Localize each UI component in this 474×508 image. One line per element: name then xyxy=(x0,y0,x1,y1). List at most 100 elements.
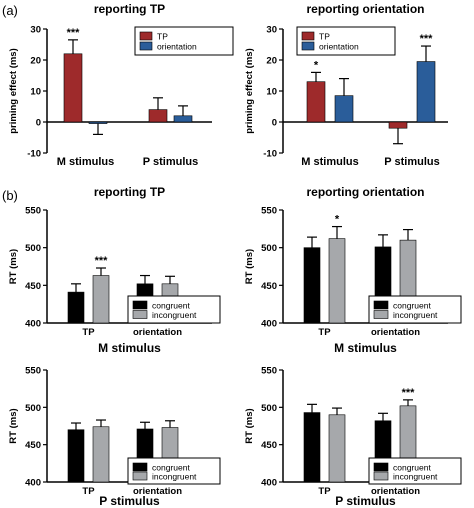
y-axis-label: priming effect (ms) xyxy=(8,48,19,134)
chart-title: reporting TP xyxy=(94,185,165,199)
y-tick-label: 20 xyxy=(266,56,277,67)
y-tick-label: 10 xyxy=(30,87,41,98)
x-tick-label: M stimulus xyxy=(57,156,114,168)
legend-label: incongruent xyxy=(393,310,438,320)
legend-label: congruent xyxy=(152,301,190,311)
y-tick-label: -10 xyxy=(263,149,277,160)
y-tick-label: 0 xyxy=(36,118,41,129)
legend-swatch xyxy=(132,300,148,310)
y-tick-label: -10 xyxy=(27,149,41,160)
y-axis-label: RT (ms) xyxy=(8,249,19,284)
significance-annotation: * xyxy=(335,214,340,226)
legend-label: incongruent xyxy=(152,472,197,482)
bar xyxy=(92,275,110,324)
y-tick-label: 10 xyxy=(266,87,277,98)
y-tick-label: 400 xyxy=(261,478,277,489)
legend-swatch xyxy=(132,310,148,319)
y-axis-label: priming effect (ms) xyxy=(244,48,255,134)
bar xyxy=(303,412,321,483)
bar xyxy=(306,81,326,123)
x-tick-label: orientation xyxy=(371,486,420,497)
x-tick-label: TP xyxy=(82,486,95,497)
x-tick-label: P stimulus xyxy=(143,156,198,168)
x-tick-label: orientation xyxy=(133,327,182,338)
y-tick-label: 400 xyxy=(25,319,41,330)
legend-label: congruent xyxy=(393,301,431,311)
charts-layer: reporting TP -10 0 10 20 30 priming effect (ms… xyxy=(8,2,462,508)
x-tick-label: orientation xyxy=(133,486,182,497)
legend-swatch xyxy=(373,471,389,481)
legend-label: orientation xyxy=(157,42,197,52)
legend-label: incongruent xyxy=(152,310,197,320)
legend-label: TP xyxy=(157,32,168,42)
x-tick-label: TP xyxy=(318,327,331,338)
legend-swatch xyxy=(373,300,389,310)
panel-label-b: (b) xyxy=(2,188,18,203)
y-tick-label: 20 xyxy=(30,56,41,67)
y-tick-label: 550 xyxy=(261,366,277,377)
y-tick-label: 400 xyxy=(25,478,41,489)
legend-swatch xyxy=(301,41,315,51)
bar xyxy=(173,115,193,123)
bar xyxy=(334,95,354,123)
bar xyxy=(328,414,346,483)
x-tick-label: P stimulus xyxy=(384,156,439,168)
chart-a-left: reporting TP -10 0 10 20 30 priming effect (ms… xyxy=(8,2,234,168)
bar xyxy=(303,247,321,324)
chart-title: reporting TP xyxy=(94,2,165,16)
legend-label: congruent xyxy=(393,463,431,473)
chart-a-right: reporting orientation -10 0 10 20 30 priming e… xyxy=(244,2,448,168)
legend-box xyxy=(296,26,396,56)
significance-annotation: *** xyxy=(67,27,81,39)
y-tick-label: 450 xyxy=(25,440,41,451)
x-axis-label: M stimulus xyxy=(334,341,397,355)
x-tick-label: M stimulus xyxy=(301,156,358,168)
y-axis-label: RT (ms) xyxy=(244,249,255,284)
y-tick-label: 30 xyxy=(266,25,277,36)
y-tick-label: 0 xyxy=(272,118,277,129)
bar xyxy=(67,291,85,324)
y-axis-label: RT (ms) xyxy=(8,408,19,443)
chart-title: reporting orientation xyxy=(307,185,425,199)
legend-label: TP xyxy=(319,32,330,42)
y-tick-label: 550 xyxy=(25,206,41,217)
legend-swatch xyxy=(139,31,153,41)
y-axis-label: RT (ms) xyxy=(244,408,255,443)
bar xyxy=(67,429,85,483)
x-tick-label: orientation xyxy=(371,327,420,338)
y-tick-label: 550 xyxy=(261,206,277,217)
panel-label-a: (a) xyxy=(2,3,18,18)
bar xyxy=(92,426,110,483)
bar xyxy=(88,121,108,124)
y-tick-label: 500 xyxy=(25,403,41,414)
legend-label: incongruent xyxy=(393,472,438,482)
y-tick-label: 30 xyxy=(30,25,41,36)
x-axis-label: M stimulus xyxy=(98,341,161,355)
significance-annotation: *** xyxy=(95,255,109,267)
bar xyxy=(388,121,408,129)
x-axis-label: P stimulus xyxy=(99,494,160,508)
y-tick-label: 450 xyxy=(261,440,277,451)
significance-annotation: *** xyxy=(420,33,434,45)
y-tick-label: 500 xyxy=(261,243,277,254)
legend-label: congruent xyxy=(152,463,190,473)
y-tick-label: 450 xyxy=(25,281,41,292)
significance-annotation: *** xyxy=(402,387,416,399)
legend-swatch xyxy=(373,462,389,472)
y-tick-label: 550 xyxy=(25,366,41,377)
x-tick-label: TP xyxy=(318,486,331,497)
chart-title: reporting orientation xyxy=(307,2,425,16)
x-axis-label: P stimulus xyxy=(335,494,396,508)
y-tick-label: 400 xyxy=(261,319,277,330)
legend-swatch xyxy=(301,31,315,41)
legend-swatch xyxy=(132,471,148,481)
legend-swatch xyxy=(139,41,153,51)
legend-swatch xyxy=(132,462,148,472)
